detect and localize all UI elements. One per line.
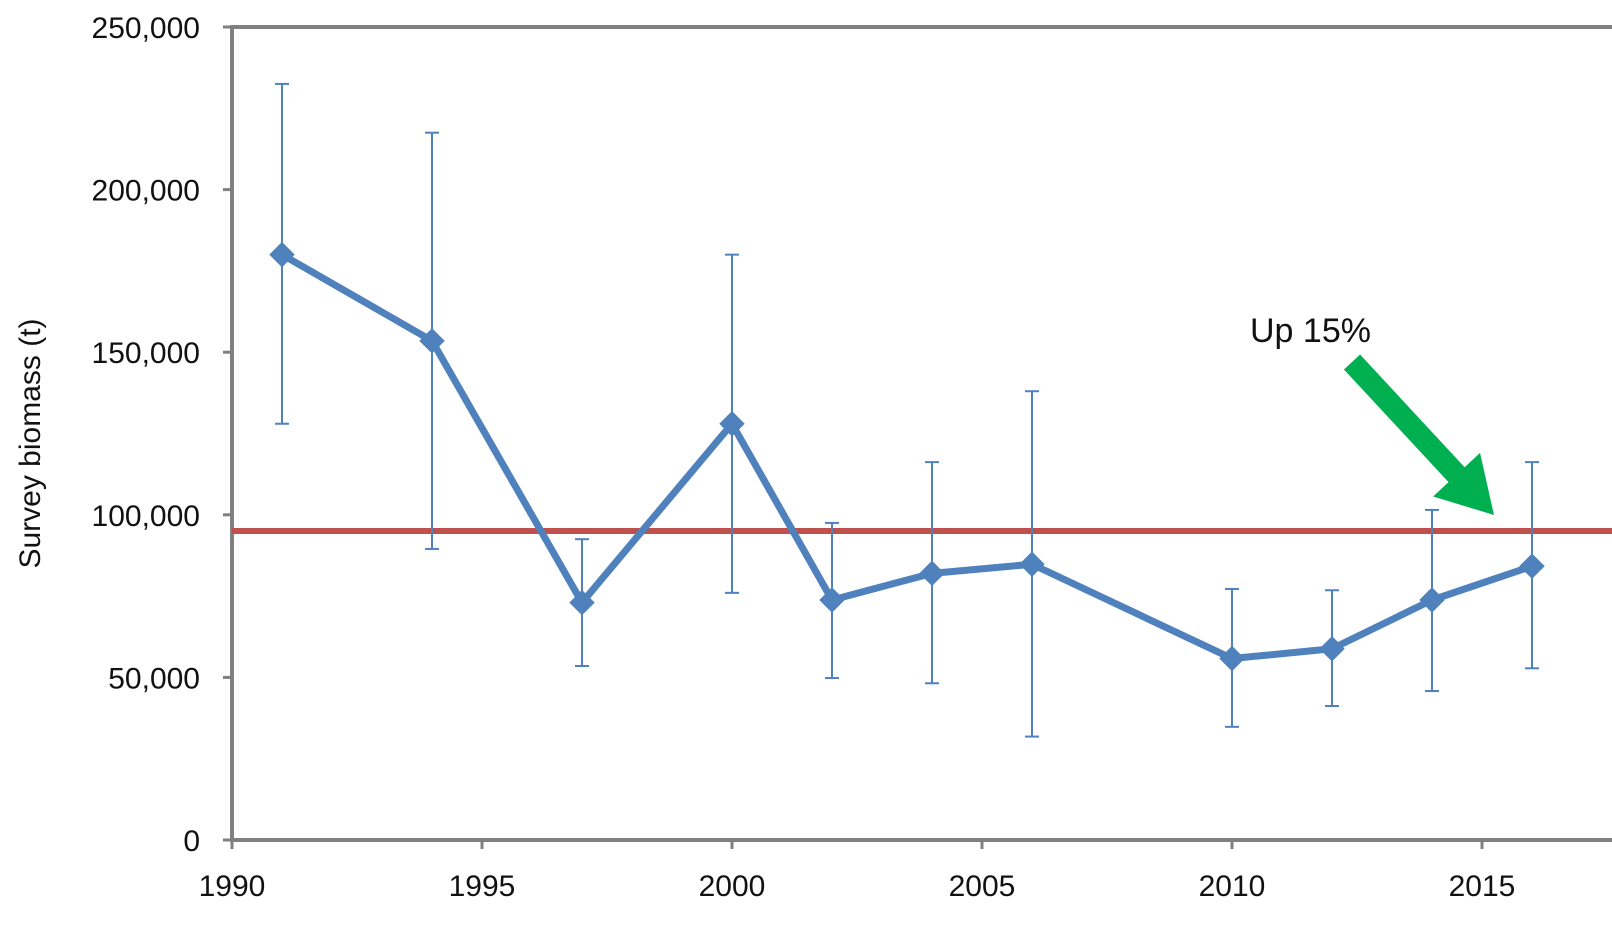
- y-tick-label: 150,000: [92, 337, 200, 370]
- y-tick-label: 100,000: [92, 500, 200, 533]
- x-tick-label: 1990: [199, 870, 266, 903]
- data-point-marker: [569, 589, 595, 616]
- data-point-marker: [919, 560, 945, 587]
- y-tick-label: 0: [183, 825, 200, 858]
- data-point-marker: [419, 328, 445, 354]
- annotation-text: Up 15%: [1250, 312, 1371, 350]
- plot-frame: [230, 25, 1612, 842]
- data-point-marker: [1419, 587, 1445, 613]
- data-point-marker: [1219, 645, 1245, 672]
- data-point-marker: [269, 241, 295, 268]
- y-tick-label: 250,000: [92, 12, 200, 45]
- x-tick-label: 2015: [1449, 870, 1516, 903]
- data-point-marker: [1319, 636, 1345, 662]
- x-tick-label: 2000: [699, 870, 766, 903]
- data-point-marker: [719, 411, 745, 437]
- y-axis-title: Survey biomass (t): [14, 318, 47, 568]
- arrow-icon: [1343, 354, 1494, 515]
- y-tick-label: 50,000: [108, 662, 200, 695]
- y-tick-label: 200,000: [92, 175, 200, 208]
- x-tick-label: 2010: [1199, 870, 1266, 903]
- data-point-marker: [1519, 553, 1545, 579]
- x-tick-label: 1995: [449, 870, 516, 903]
- data-point-marker: [1019, 551, 1045, 577]
- data-point-marker: [819, 587, 845, 613]
- x-tick-label: 2005: [949, 870, 1016, 903]
